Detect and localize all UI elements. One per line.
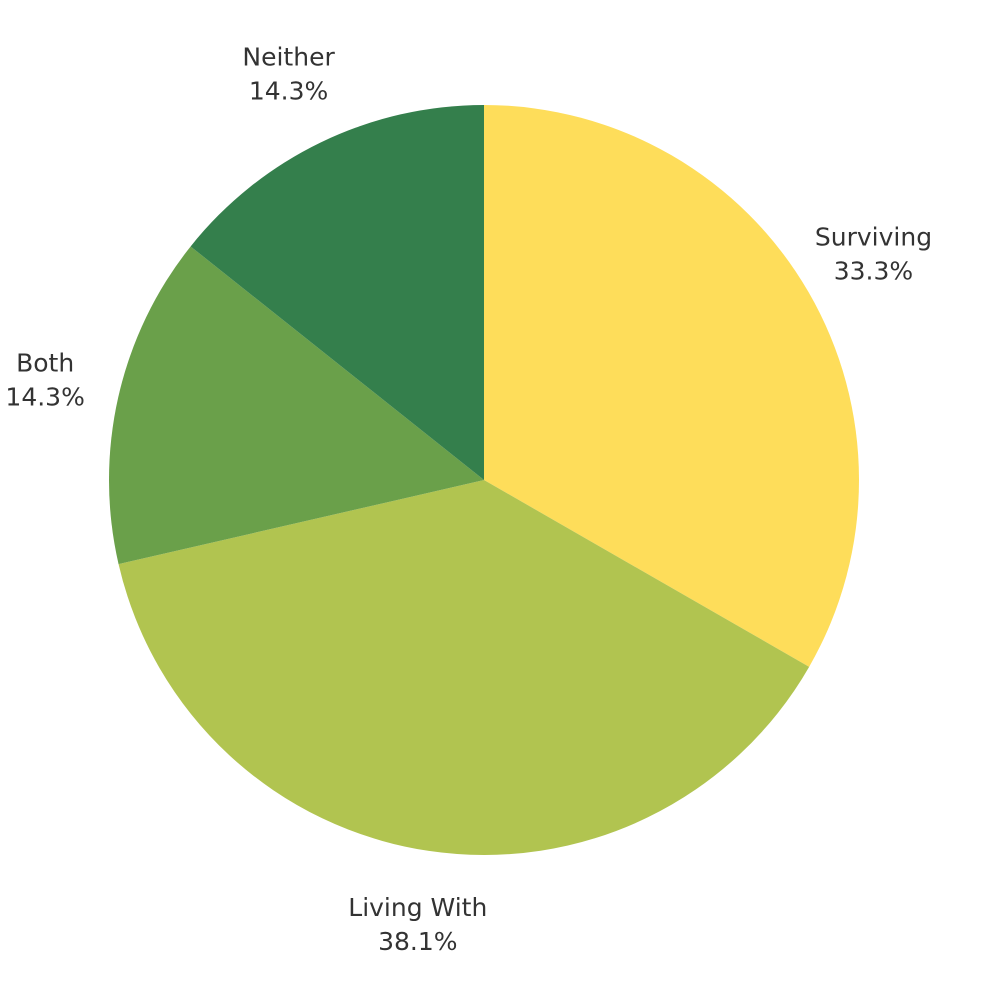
pie-slice <box>108 246 485 565</box>
pie-slice <box>190 105 484 480</box>
slice-value-label: 14.3% <box>249 77 328 106</box>
slice-label: Surviving <box>815 223 932 252</box>
slice-value-label: 38.1% <box>378 927 457 956</box>
slice-label: Both <box>16 348 74 377</box>
pie-slice <box>484 105 859 667</box>
slice-value-label: 33.3% <box>834 257 913 286</box>
slice-label: Neither <box>242 43 335 72</box>
pie-slice <box>118 480 810 855</box>
slice-value-label: 14.3% <box>5 382 84 411</box>
slice-label: Living With <box>348 893 487 922</box>
